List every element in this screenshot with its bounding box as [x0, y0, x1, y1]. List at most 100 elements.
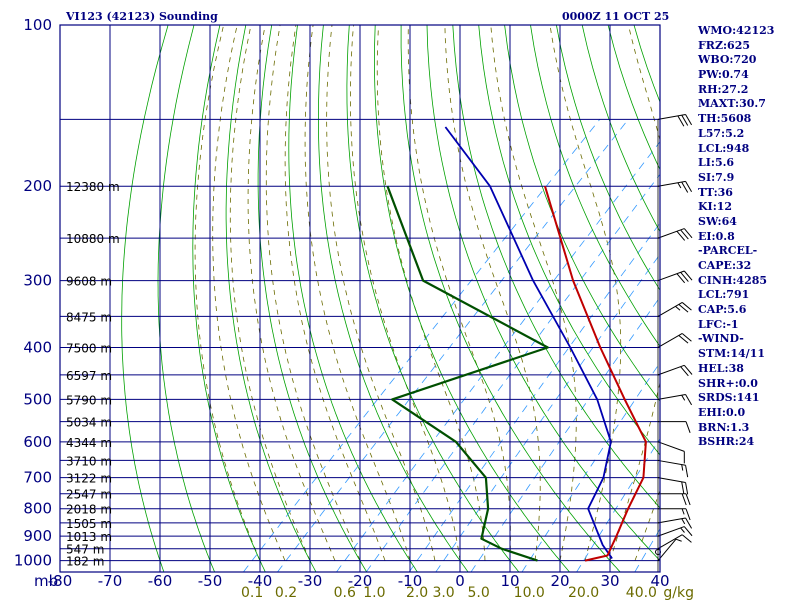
- dry-adiabat: [426, 25, 660, 562]
- wind-barb-flag: [680, 527, 685, 533]
- dry-adiabat: [346, 25, 520, 572]
- plot-frame: [59, 24, 661, 573]
- wind-barb-flag: [680, 229, 689, 240]
- stat-line: CAP:5.6: [698, 303, 747, 317]
- wind-barb: [657, 333, 692, 348]
- wind-barb-flag: [685, 508, 691, 521]
- moist-adiabat: [490, 25, 577, 561]
- height-label: 5790 m: [66, 393, 112, 407]
- wind-barb-shaft: [657, 270, 685, 282]
- chart-time: 0000Z 11 OCT 25: [562, 10, 669, 23]
- height-label: 1505 m: [66, 517, 112, 531]
- temperature-tick-label: 40: [650, 572, 669, 590]
- wind-barb: [658, 508, 691, 521]
- mixing-ratio-unit: g/kg: [663, 585, 694, 600]
- moist-adiabat: [284, 25, 386, 561]
- wind-barb-shaft: [657, 477, 686, 484]
- height-label: 10880 m: [66, 232, 120, 246]
- moist-adiabat: [407, 25, 511, 561]
- temperature-tick-label: -10: [398, 572, 423, 590]
- stats-panel: WMO:42123 FRZ:625 WBO:720 PW:0.74 RH:27.2 MAX…: [698, 24, 798, 450]
- wind-barb-shaft: [657, 538, 677, 561]
- wind-barb-flag: [676, 273, 686, 284]
- wind-barb-shaft: [657, 333, 683, 348]
- dry-adiabat: [192, 25, 266, 572]
- wind-barb-shaft: [657, 301, 683, 317]
- stat-line: EHI:0.0: [698, 405, 746, 419]
- wind-barb-flag: [681, 493, 687, 506]
- wind-barb-flag: [681, 481, 685, 494]
- stat-line: SHR+:0.0: [698, 376, 758, 390]
- moist-adiabat: [194, 25, 261, 561]
- wind-barb-flag: [685, 465, 689, 478]
- wind-barb: [657, 459, 689, 478]
- dry-adiabat: [530, 25, 660, 348]
- wind-barb-shaft: [657, 517, 686, 524]
- pressure-tick-label: 900: [23, 527, 52, 545]
- pressure-tick-label: 700: [23, 469, 52, 487]
- dry-adiabat: [452, 25, 660, 509]
- stat-line: BRN:1.3: [698, 420, 750, 434]
- pressure-unit-label: mb: [34, 572, 58, 590]
- stat-line: SRDS:141: [698, 391, 760, 405]
- wind-barb-flag: [675, 538, 682, 542]
- wind-barb-flag: [681, 114, 689, 126]
- pressure-tick-label: 600: [23, 433, 52, 451]
- stat-line: WBO:720: [698, 53, 757, 67]
- wind-barb-shaft: [657, 364, 685, 376]
- wind-barb-flag: [685, 181, 693, 193]
- mixing-ratio-line: [408, 222, 660, 572]
- wind-barb-flag: [683, 364, 693, 375]
- temperature-tick-label: -80: [48, 572, 73, 590]
- stat-line: KI:12: [698, 200, 733, 214]
- wind-barb: [658, 421, 691, 434]
- wind-barb-flag: [677, 182, 682, 189]
- stat-line: TT:36: [698, 185, 733, 199]
- wind-barb-shaft: [657, 526, 685, 537]
- stat-line: PW:0.74: [698, 68, 749, 82]
- stat-line: SI:7.9: [698, 170, 735, 184]
- wind-barb-flag: [681, 181, 689, 193]
- wind-barb: [657, 113, 693, 127]
- temperature-tick-label: -70: [98, 572, 123, 590]
- temperature-tick-label: -60: [148, 572, 173, 590]
- wind-barb: [657, 441, 685, 464]
- height-label: 9608 m: [66, 275, 112, 289]
- chart-title: VI123 (42123) Sounding: [65, 10, 218, 23]
- dry-adiabat: [257, 25, 368, 572]
- stat-line: CAPE:32: [698, 259, 752, 272]
- pressure-tick-label: 200: [23, 177, 52, 195]
- stat-line: SW:64: [698, 214, 737, 228]
- wind-barb-shaft: [657, 228, 685, 239]
- height-label: 12380 m: [66, 180, 120, 194]
- profiles-layer: [386, 126, 647, 562]
- temperature-tick-label: -30: [298, 572, 323, 590]
- wind-barb-flag: [678, 335, 689, 344]
- wind-barb: [658, 493, 691, 506]
- moist-adiabat: [229, 25, 311, 561]
- height-label: 2018 m: [66, 503, 112, 517]
- wind-barb: [657, 228, 693, 241]
- wind-barb: [657, 180, 693, 193]
- wind-barb-flag: [685, 394, 693, 406]
- dry-adiabat: [556, 25, 660, 291]
- stat-line: LFC:-1: [698, 317, 739, 331]
- temperature-tick-label: 10: [500, 572, 519, 590]
- moist-adiabat: [304, 25, 411, 561]
- pressure-tick-label: 400: [23, 338, 52, 356]
- wind-barb-flag: [675, 305, 681, 311]
- mixing-ratio-label: 0.2: [275, 585, 297, 600]
- pressure-tick-label: 100: [23, 16, 52, 34]
- wind-barbs-layer: [655, 113, 693, 572]
- temperature-tick-label: 20: [550, 572, 569, 590]
- wind-barb-shaft: [657, 534, 683, 550]
- wind-barb-flag: [678, 304, 689, 313]
- wind-barb: [657, 270, 693, 284]
- grid-layer: [60, 25, 660, 572]
- dry-adiabat: [400, 25, 621, 572]
- wind-barb-flag: [685, 421, 691, 434]
- wind-barb: [657, 301, 692, 317]
- wind-barb-flag: [685, 493, 691, 506]
- stat-line: LCL:791: [698, 288, 750, 302]
- temperature-tick-label: 30: [600, 572, 619, 590]
